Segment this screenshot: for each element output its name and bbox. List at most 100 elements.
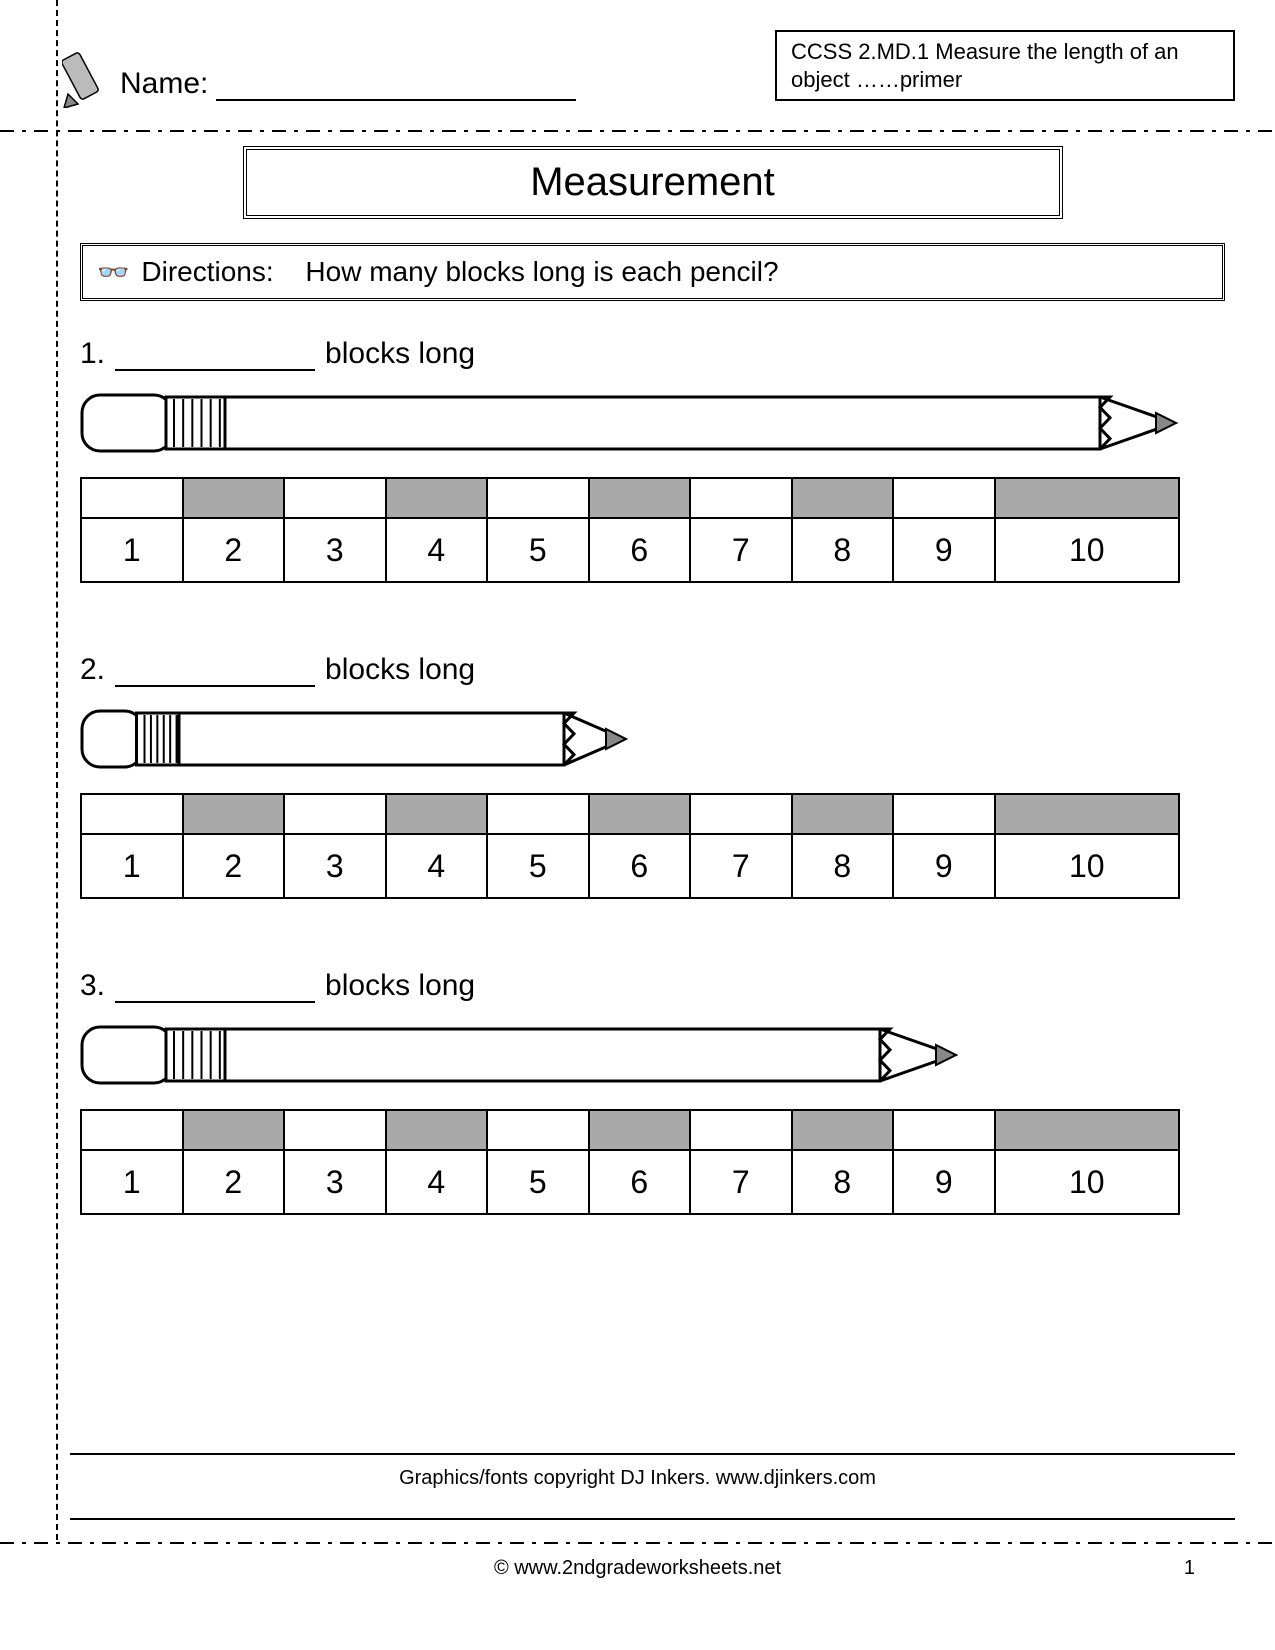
ruler-cell xyxy=(995,794,1180,834)
answer-suffix: blocks long xyxy=(325,969,475,1003)
pencil-graphic xyxy=(80,1015,1225,1105)
problem-number: 3. xyxy=(80,969,105,1003)
ruler-number-cell: 7 xyxy=(690,834,792,898)
ruler-cell xyxy=(893,1110,995,1150)
ruler-cell xyxy=(792,478,894,518)
ruler-cell xyxy=(690,478,792,518)
ruler-cell xyxy=(386,794,488,834)
standard-text: CCSS 2.MD.1 Measure the length of an obj… xyxy=(791,39,1179,92)
footer-credits: Graphics/fonts copyright DJ Inkers. www.… xyxy=(0,1467,1275,1490)
ruler-cell xyxy=(487,794,589,834)
ruler-number-cell: 10 xyxy=(995,834,1180,898)
ruler-number-cell: 7 xyxy=(690,1150,792,1214)
ruler-cell xyxy=(995,478,1180,518)
directions-text: How many blocks long is each pencil? xyxy=(305,256,778,288)
ruler-cell xyxy=(284,1110,386,1150)
ruler: 12345678910 xyxy=(80,793,1180,899)
pencil-graphic xyxy=(80,699,1225,789)
problem-number: 2. xyxy=(80,653,105,687)
ruler-cell xyxy=(690,1110,792,1150)
ruler: 12345678910 xyxy=(80,477,1180,583)
ruler-cell xyxy=(81,478,183,518)
answer-suffix: blocks long xyxy=(325,337,475,371)
problem-3: 3.blocks long12345678910 xyxy=(80,969,1225,1215)
ruler: 12345678910 xyxy=(80,1109,1180,1215)
ruler-number-cell: 4 xyxy=(386,834,488,898)
page-number: 1 xyxy=(1184,1557,1195,1580)
ruler-number-cell: 8 xyxy=(792,518,894,582)
cut-line-horizontal-bottom xyxy=(0,1542,1275,1544)
ruler-number-row: 12345678910 xyxy=(81,1150,1179,1214)
ruler-cell xyxy=(183,794,285,834)
ruler-cell xyxy=(690,794,792,834)
ruler-shade-row xyxy=(81,478,1179,518)
ruler-cell xyxy=(284,794,386,834)
problem-number: 1. xyxy=(80,337,105,371)
page-title: Measurement xyxy=(530,160,775,204)
glasses-icon: 👓 xyxy=(97,257,129,288)
ruler-shade-row xyxy=(81,794,1179,834)
title-box: Measurement xyxy=(243,146,1063,219)
ruler-number-cell: 10 xyxy=(995,1150,1180,1214)
pencil-graphic xyxy=(80,383,1225,473)
ruler-number-cell: 9 xyxy=(893,834,995,898)
ruler-number-cell: 9 xyxy=(893,518,995,582)
cut-line-horizontal-top xyxy=(0,130,1275,132)
footer-divider-bottom xyxy=(70,1518,1235,1520)
ruler-number-cell: 8 xyxy=(792,1150,894,1214)
footer-site: © www.2ndgradeworksheets.net xyxy=(0,1557,1275,1580)
ruler-cell xyxy=(893,794,995,834)
ruler-number-cell: 3 xyxy=(284,834,386,898)
ruler-number-cell: 2 xyxy=(183,834,285,898)
ruler-shade-row xyxy=(81,1110,1179,1150)
ruler-cell xyxy=(589,478,691,518)
directions-box: 👓 Directions: How many blocks long is ea… xyxy=(80,243,1225,301)
ruler-number-cell: 1 xyxy=(81,518,183,582)
ruler-number-cell: 4 xyxy=(386,1150,488,1214)
ruler-cell xyxy=(589,1110,691,1150)
ruler-cell xyxy=(386,1110,488,1150)
ruler-number-cell: 5 xyxy=(487,518,589,582)
problem-1: 1. blocks long 12345678910 xyxy=(80,337,1225,583)
name-input-line[interactable] xyxy=(216,73,576,101)
ruler-number-cell: 4 xyxy=(386,518,488,582)
ruler-cell xyxy=(792,1110,894,1150)
ruler-number-row: 12345678910 xyxy=(81,834,1179,898)
footer-divider-top xyxy=(70,1453,1235,1455)
answer-input-line[interactable] xyxy=(115,661,315,687)
ruler-number-cell: 1 xyxy=(81,834,183,898)
answer-input-line[interactable] xyxy=(115,345,315,371)
name-field[interactable]: Name: xyxy=(120,67,576,101)
ruler-cell xyxy=(995,1110,1180,1150)
ruler-number-cell: 10 xyxy=(995,518,1180,582)
ruler-number-row: 12345678910 xyxy=(81,518,1179,582)
header-row: Name: CCSS 2.MD.1 Measure the length of … xyxy=(120,30,1235,101)
ruler-cell xyxy=(589,794,691,834)
standard-box: CCSS 2.MD.1 Measure the length of an obj… xyxy=(775,30,1235,101)
answer-suffix: blocks long xyxy=(325,653,475,687)
ruler-cell xyxy=(183,478,285,518)
ruler-number-cell: 7 xyxy=(690,518,792,582)
ruler-cell xyxy=(81,794,183,834)
problem-prompt: 3. blocks long xyxy=(80,969,1225,1003)
ruler-number-cell: 9 xyxy=(893,1150,995,1214)
ruler-number-cell: 8 xyxy=(792,834,894,898)
problem-2: 2. blocks long 12345678910 xyxy=(80,653,1225,899)
ruler-cell xyxy=(792,794,894,834)
worksheet-page: Name: CCSS 2.MD.1 Measure the length of … xyxy=(0,0,1275,1650)
ruler-number-cell: 3 xyxy=(284,518,386,582)
ruler-number-cell: 6 xyxy=(589,834,691,898)
ruler-number-cell: 5 xyxy=(487,1150,589,1214)
ruler-number-cell: 6 xyxy=(589,518,691,582)
ruler-cell xyxy=(284,478,386,518)
problem-prompt: 1. blocks long xyxy=(80,337,1225,371)
ruler-number-cell: 1 xyxy=(81,1150,183,1214)
problem-prompt: 2. blocks long xyxy=(80,653,1225,687)
ruler-number-cell: 5 xyxy=(487,834,589,898)
ruler-cell xyxy=(893,478,995,518)
name-label: Name: xyxy=(120,67,208,101)
ruler-number-cell: 2 xyxy=(183,518,285,582)
ruler-cell xyxy=(487,478,589,518)
ruler-number-cell: 6 xyxy=(589,1150,691,1214)
answer-input-line[interactable] xyxy=(115,977,315,1003)
